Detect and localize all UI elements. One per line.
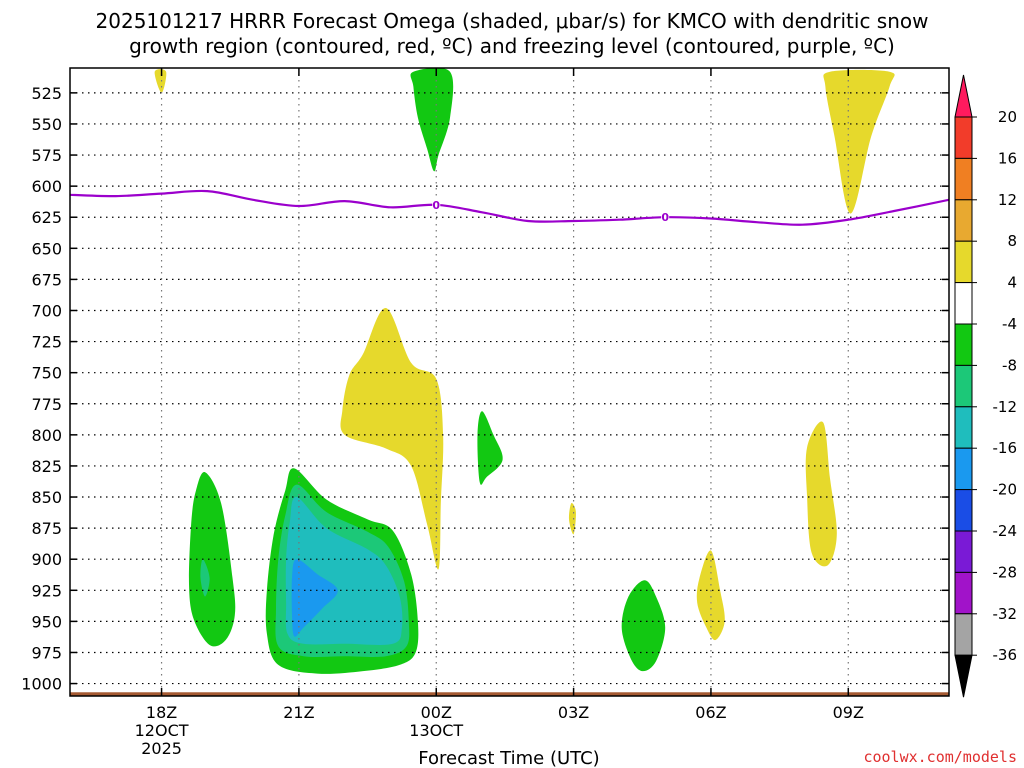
colorbar-swatch [954, 323, 973, 366]
omega-region-yellow-tiny-center [568, 503, 576, 535]
x-tick-label: 13OCT [409, 721, 463, 740]
freezing-label-bg [432, 198, 441, 211]
freezing-level-label: 0 [432, 199, 440, 212]
colorbar-arrow-top [954, 74, 973, 118]
omega-shading [154, 68, 895, 674]
x-tick-label: 12OCT [135, 721, 189, 740]
colorbar-label: -36 [993, 646, 1018, 664]
y-tick-label: 675 [31, 270, 62, 289]
y-tick-label: 725 [31, 333, 62, 352]
colorbar: 20 16 12 8 4 -4 -8 -12 -16 -20 -24 -28 -32 -36 [954, 74, 1018, 698]
colorbar-swatch [954, 530, 973, 573]
y-tick-label: 825 [31, 457, 62, 476]
y-tick-label: 600 [31, 177, 62, 196]
colorbar-label: 4 [1007, 274, 1017, 292]
omega-region-yellow-top-left [154, 69, 167, 93]
omega-region-green-small-center [477, 411, 503, 485]
x-tick-label: 03Z [558, 703, 589, 722]
colorbar-swatch [954, 157, 973, 201]
x-tick-label: 09Z [833, 703, 864, 722]
credit-text: coolwx.com/models [863, 748, 1017, 766]
colorbar-label: 20 [998, 108, 1017, 126]
chart-title-line1: 2025101217 HRRR Forecast Omega (shaded, … [96, 9, 929, 33]
colorbar-label: -32 [993, 605, 1018, 623]
colorbar-label: 16 [998, 149, 1017, 167]
y-tick-label: 625 [31, 208, 62, 227]
y-axis-ticks: 525 550 575 600 625 650 675 700 725 750 775 800 825 8… [21, 84, 949, 694]
colorbar-swatch [954, 282, 973, 325]
ground-surface [70, 692, 949, 696]
omega-region-core-blue [291, 559, 338, 637]
colorbar-swatch [954, 406, 973, 449]
colorbar-swatch [954, 199, 973, 242]
omega-region-green-right-small [621, 580, 666, 672]
omega-region-green-left [188, 471, 236, 647]
y-tick-label: 775 [31, 395, 62, 414]
y-tick-label: 750 [31, 364, 62, 383]
colorbar-swatch [954, 240, 973, 284]
y-tick-label: 975 [31, 643, 62, 662]
y-tick-label: 850 [31, 488, 62, 507]
y-tick-label: 575 [31, 146, 62, 165]
freezing-level-line [70, 189, 949, 226]
omega-region-yellow-right-tall [805, 421, 837, 567]
omega-region-yellow-mid [340, 307, 444, 570]
colorbar-label: 12 [998, 191, 1017, 209]
y-tick-label: 900 [31, 550, 62, 569]
x-axis-label: Forecast Time (UTC) [418, 748, 599, 768]
colorbar-label: -24 [993, 522, 1018, 540]
freezing-level-contour: 00 [70, 189, 949, 226]
colorbar-swatch [954, 613, 973, 656]
colorbar-label: 8 [1007, 232, 1017, 250]
grid-lines [70, 68, 949, 696]
colorbar-swatch [954, 489, 973, 532]
x-tick-label: 18Z [146, 703, 177, 722]
y-tick-label: 800 [31, 426, 62, 445]
colorbar-label: -20 [993, 481, 1018, 499]
chart-title-line2: growth region (contoured, red, ºC) and f… [129, 34, 895, 58]
colorbar-label: -12 [993, 398, 1018, 416]
y-tick-label: 525 [31, 84, 62, 103]
freezing-level-label: 0 [661, 211, 669, 224]
y-tick-label: 650 [31, 239, 62, 258]
plot-frame [69, 67, 950, 697]
y-tick-label: 700 [31, 301, 62, 320]
colorbar-swatch [954, 571, 973, 615]
colorbar-swatch [954, 447, 973, 491]
x-tick-label: 21Z [283, 703, 314, 722]
omega-region-yellow-top-right [823, 69, 895, 214]
x-tick-label: 06Z [695, 703, 726, 722]
omega-region-green-top-center [410, 68, 454, 172]
y-tick-label: 950 [31, 612, 62, 631]
colorbar-label: -16 [993, 439, 1018, 457]
x-tick-label: 2025 [141, 739, 182, 758]
colorbar-swatch [954, 116, 973, 159]
colorbar-label: -4 [1002, 315, 1017, 333]
y-tick-label: 875 [31, 519, 62, 538]
omega-region-cyan-left-small [200, 559, 210, 597]
y-tick-label: 550 [31, 115, 62, 134]
colorbar-label: -8 [1002, 356, 1017, 374]
y-tick-label: 925 [31, 581, 62, 600]
x-tick-label: 00Z [421, 703, 452, 722]
omega-region-yellow-right-small [696, 550, 725, 641]
colorbar-swatch [954, 364, 973, 408]
freezing-label-bg [661, 211, 670, 224]
y-tick-label: 1000 [21, 675, 62, 694]
colorbar-label: -28 [993, 563, 1018, 581]
ground-surface-fill [70, 692, 949, 696]
colorbar-arrow-bottom [954, 654, 973, 698]
